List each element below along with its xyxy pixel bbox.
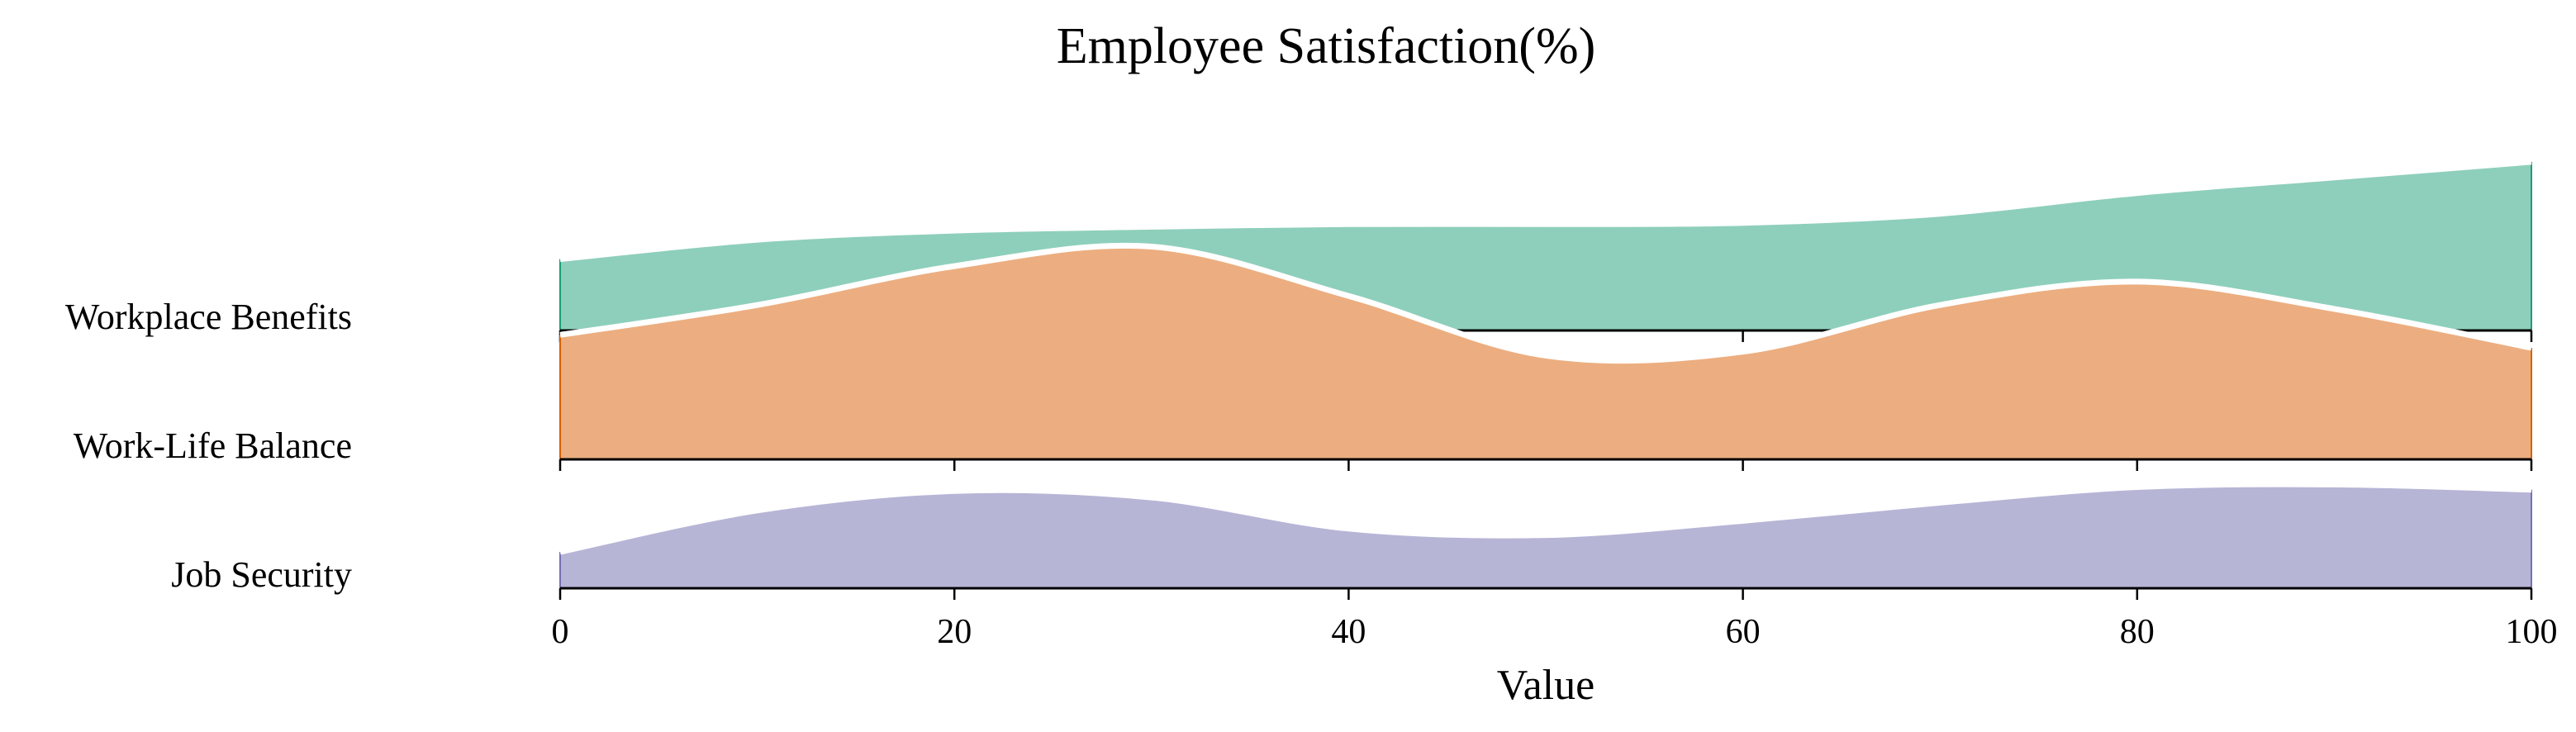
x-axis-label: Value: [1497, 662, 1595, 709]
x-tick-label: 20: [937, 613, 972, 651]
chart-title: Employee Satisfaction(%): [1057, 18, 1596, 74]
x-tick-label: 60: [1726, 613, 1761, 651]
x-tick-label: 0: [552, 613, 569, 651]
x-tick-label: 100: [2506, 613, 2558, 651]
row-label-work-life-balance: Work-Life Balance: [74, 425, 352, 466]
row-label-workplace-benefits: Workplace Benefits: [65, 297, 352, 337]
x-axis-ticks: 0 20 40 60 80 100: [552, 613, 2558, 651]
x-tick-label: 40: [1331, 613, 1366, 651]
x-tick-label: 80: [2120, 613, 2155, 651]
row-label-job-security: Job Security: [171, 554, 352, 595]
plot-area: Workplace Benefits Work-Life Balance Job S…: [65, 162, 2558, 651]
ridge-job-security: Job Security: [171, 484, 2531, 600]
